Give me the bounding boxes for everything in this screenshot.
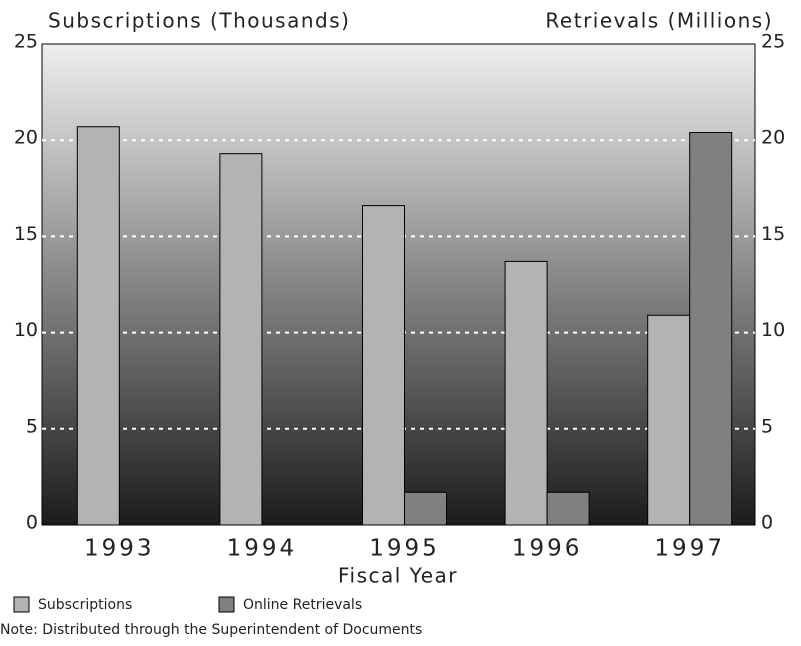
legend-label: Online Retrievals xyxy=(243,597,362,613)
legend-swatch xyxy=(13,596,30,613)
y2-tick-label: 20 xyxy=(761,127,785,149)
x-tick-label: 1995 xyxy=(369,536,440,562)
note: Note: Distributed through the Superinten… xyxy=(0,622,422,638)
y-tick-label: 25 xyxy=(14,31,38,53)
y2-axis-label: Retrievals (Millions) xyxy=(545,9,773,33)
x-axis-label: Fiscal Year xyxy=(338,564,458,588)
y-tick-label: 15 xyxy=(14,223,38,245)
bar xyxy=(219,153,263,526)
y-tick-label: 10 xyxy=(14,319,38,341)
bar xyxy=(76,126,120,526)
y2-tick-label: 5 xyxy=(761,415,773,437)
legend-label: Subscriptions xyxy=(38,597,132,613)
bar xyxy=(546,491,590,526)
bar xyxy=(362,205,405,526)
y-tick-label: 0 xyxy=(26,512,38,534)
y-tick-label: 5 xyxy=(26,415,38,437)
x-tick-label: 1993 xyxy=(84,536,155,562)
bar xyxy=(404,491,447,526)
x-tick-label: 1997 xyxy=(654,536,725,562)
y2-tick-label: 25 xyxy=(761,31,785,53)
x-tick-label: 1996 xyxy=(512,536,583,562)
y2-tick-label: 15 xyxy=(761,223,785,245)
y2-tick-label: 10 xyxy=(761,319,785,341)
bar xyxy=(504,260,548,526)
bar xyxy=(647,314,691,526)
y-axis-label: Subscriptions (Thousands) xyxy=(48,9,350,33)
y-tick-label: 20 xyxy=(14,127,38,149)
x-tick-label: 1994 xyxy=(227,536,298,562)
y2-tick-label: 0 xyxy=(761,512,773,534)
bar xyxy=(689,132,733,526)
legend-swatch xyxy=(218,596,235,613)
